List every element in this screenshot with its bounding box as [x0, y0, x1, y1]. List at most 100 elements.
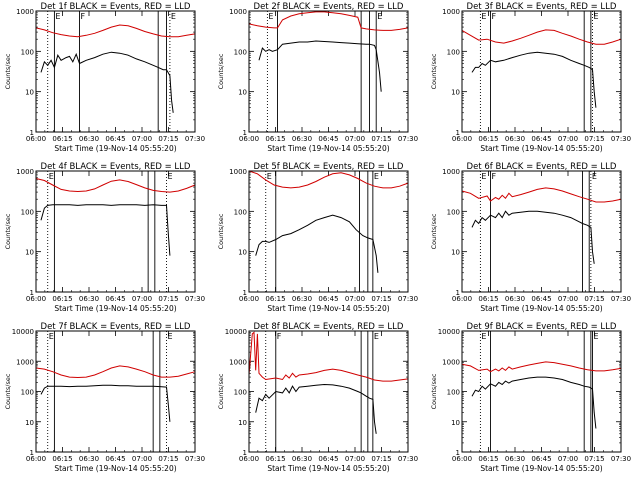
- x-tick-label: 06:30: [79, 295, 99, 303]
- y-tick-label: 1: [456, 129, 460, 137]
- time-marker-label: F: [81, 12, 86, 21]
- y-axis-label: Counts/sec: [430, 373, 438, 409]
- x-tick-label: 07:15: [158, 455, 178, 463]
- y-tick-label: 1000: [442, 168, 460, 176]
- time-marker-label: E: [594, 12, 599, 21]
- x-tick-label: 07:30: [185, 455, 205, 463]
- plot-frame: [35, 330, 196, 453]
- y-axis-label: Counts/sec: [217, 213, 225, 249]
- y-tick-label: 10: [451, 419, 460, 427]
- series-line-red: [35, 365, 196, 379]
- x-tick-label: 06:30: [505, 295, 525, 303]
- y-tick-label: 1: [456, 449, 460, 457]
- y-tick-label: 10: [451, 249, 460, 257]
- time-marker-label: E: [481, 332, 486, 341]
- x-tick-label: 06:15: [265, 135, 285, 143]
- chart-panel-2: Det 2f BLACK = Events, RED = LLD Counts/s…: [217, 2, 418, 153]
- x-tick-label: 07:15: [584, 135, 604, 143]
- x-tick-label: 07:30: [611, 135, 631, 143]
- time-marker-label: F: [491, 172, 496, 181]
- x-tick-label: 06:00: [239, 295, 259, 303]
- series-line-black: [471, 51, 597, 108]
- time-marker-label: E: [55, 12, 60, 21]
- y-tick-label: 10000: [12, 328, 34, 336]
- x-tick-label: 07:15: [158, 295, 178, 303]
- x-tick-label: 06:00: [239, 135, 259, 143]
- y-tick-label: 1: [243, 449, 247, 457]
- y-tick-label: 100: [447, 208, 460, 216]
- series-line-red: [248, 331, 409, 382]
- time-marker-label: E: [594, 332, 599, 341]
- y-axis-label: Counts/sec: [4, 53, 12, 89]
- time-marker-label: E: [268, 12, 273, 21]
- x-tick-label: 06:30: [292, 455, 312, 463]
- x-tick-label: 07:00: [558, 295, 578, 303]
- y-tick-label: 10: [238, 419, 247, 427]
- chart-title: Det 3f BLACK = Events, RED = LLD: [467, 2, 617, 12]
- x-tick-label: 06:45: [105, 455, 125, 463]
- series-line-black: [255, 214, 379, 273]
- x-axis-label: Start Time (19-Nov-14 05:55:20): [54, 144, 176, 153]
- x-axis-label: Start Time (19-Nov-14 05:55:20): [480, 144, 602, 153]
- x-tick-label: 07:00: [132, 455, 152, 463]
- y-tick-label: 1: [30, 289, 34, 297]
- x-axis-label: Start Time (19-Nov-14 05:55:20): [54, 464, 176, 473]
- x-tick-label: 07:00: [558, 455, 578, 463]
- series-line-black: [255, 383, 377, 434]
- y-tick-label: 1000: [16, 168, 34, 176]
- x-tick-label: 07:15: [158, 135, 178, 143]
- series-line-red: [461, 187, 622, 203]
- y-tick-label: 10: [25, 249, 34, 257]
- series-line-black: [40, 51, 174, 113]
- chart-panel-7: Det 7f BLACK = Events, RED = LLD Counts/s…: [4, 322, 205, 473]
- x-tick-label: 06:15: [265, 295, 285, 303]
- y-tick-label: 100: [21, 48, 34, 56]
- x-tick-label: 07:15: [371, 295, 391, 303]
- x-tick-label: 07:30: [611, 295, 631, 303]
- y-tick-label: 10: [25, 89, 34, 97]
- x-tick-label: 06:45: [318, 455, 338, 463]
- x-tick-label: 06:45: [531, 135, 551, 143]
- plot-frame: [35, 170, 196, 293]
- plot-frame: [461, 10, 622, 133]
- x-tick-label: 07:00: [345, 295, 365, 303]
- x-tick-label: 07:30: [398, 295, 418, 303]
- x-tick-label: 06:00: [452, 135, 472, 143]
- x-tick-label: 07:30: [398, 455, 418, 463]
- x-tick-label: 07:15: [584, 295, 604, 303]
- x-tick-label: 07:00: [132, 135, 152, 143]
- plot-frame: [248, 170, 409, 293]
- x-tick-label: 06:30: [505, 455, 525, 463]
- x-tick-label: 06:15: [265, 455, 285, 463]
- x-tick-label: 06:00: [26, 455, 46, 463]
- y-tick-label: 1: [30, 449, 34, 457]
- y-tick-label: 1000: [229, 168, 247, 176]
- y-tick-label: 10: [238, 249, 247, 257]
- x-axis-label: Start Time (19-Nov-14 05:55:20): [480, 464, 602, 473]
- x-tick-label: 07:30: [185, 135, 205, 143]
- x-tick-label: 06:30: [292, 295, 312, 303]
- x-tick-label: 06:00: [26, 295, 46, 303]
- y-tick-label: 1000: [229, 358, 247, 366]
- time-marker-label: E: [481, 12, 486, 21]
- x-tick-label: 06:30: [79, 135, 99, 143]
- y-tick-label: 100: [21, 389, 34, 397]
- y-tick-label: 1000: [229, 8, 247, 16]
- y-tick-label: 100: [234, 208, 247, 216]
- x-tick-label: 07:00: [132, 295, 152, 303]
- y-axis-label: Counts/sec: [217, 373, 225, 409]
- x-tick-label: 06:15: [52, 455, 72, 463]
- x-axis-label: Start Time (19-Nov-14 05:55:20): [480, 304, 602, 313]
- x-tick-label: 06:00: [452, 295, 472, 303]
- plot-frame: [461, 170, 622, 293]
- plot-frame: [461, 330, 622, 453]
- y-tick-label: 1000: [442, 8, 460, 16]
- series-line-red: [248, 11, 409, 31]
- x-tick-label: 06:45: [318, 135, 338, 143]
- series-line-black: [40, 204, 171, 256]
- chart-panel-9: Det 9f BLACK = Events, RED = LLD Counts/s…: [430, 322, 631, 473]
- series-line-black: [40, 384, 171, 422]
- chart-title: Det 9f BLACK = Events, RED = LLD: [467, 322, 617, 332]
- x-tick-label: 07:30: [398, 135, 418, 143]
